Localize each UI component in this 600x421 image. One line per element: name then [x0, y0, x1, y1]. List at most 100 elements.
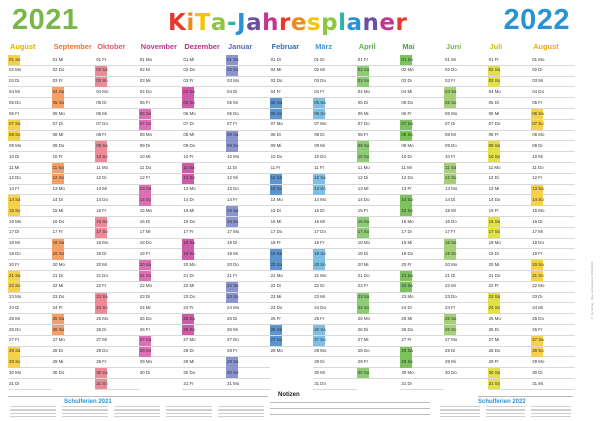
day-cell[interactable]: 22 So — [8, 281, 52, 293]
day-cell[interactable]: 10 Mi — [138, 152, 183, 163]
day-cell[interactable]: 05 So — [51, 98, 96, 109]
day-cell[interactable]: 01 Mo — [138, 55, 183, 66]
day-cell[interactable]: 20 Mo — [182, 260, 226, 271]
day-cell[interactable]: 20 Mi — [356, 260, 401, 271]
day-cell[interactable]: 08 Di — [269, 131, 314, 142]
day-cell[interactable]: 14 Di — [182, 195, 226, 207]
day-cell[interactable]: 29 So — [400, 357, 444, 369]
day-cell[interactable]: 19 Mi — [226, 249, 270, 261]
day-cell[interactable]: 15 So — [400, 206, 444, 217]
day-cell[interactable]: 28 Do — [487, 347, 532, 358]
day-cell[interactable]: 13 Mi — [356, 185, 401, 196]
day-cell[interactable]: 18 Mo — [95, 239, 139, 250]
day-cell[interactable]: 25 Do — [138, 314, 183, 325]
day-cell[interactable]: 02 So — [226, 65, 270, 77]
day-cell[interactable]: 30 Sa — [95, 368, 139, 379]
day-cell[interactable]: 12 So — [444, 173, 488, 185]
day-cell[interactable]: 26 Mi — [226, 325, 270, 336]
day-cell[interactable]: 12 Di — [487, 174, 532, 185]
day-cell[interactable]: 09 Do — [182, 141, 226, 153]
day-cell[interactable]: 12 Do — [8, 174, 52, 185]
day-cell[interactable]: 16 Mi — [313, 217, 357, 228]
day-cell[interactable]: 09 Mi — [269, 141, 314, 153]
day-cell[interactable]: 13 Fr — [8, 185, 52, 196]
day-cell[interactable]: 01 Di — [313, 55, 357, 66]
day-cell[interactable]: 13 So — [269, 184, 314, 196]
day-cell[interactable]: 04 Di — [226, 87, 270, 99]
day-cell[interactable]: 25 Fr — [313, 314, 357, 325]
day-cell[interactable]: 10 So — [487, 152, 532, 163]
day-cell[interactable]: 24 Do — [269, 303, 314, 315]
day-cell[interactable]: 08 Mi — [51, 131, 96, 142]
day-cell[interactable]: 15 Di — [313, 206, 357, 217]
day-cell[interactable]: 02 Do — [51, 66, 96, 77]
notes-line-1[interactable] — [270, 402, 430, 403]
day-cell[interactable]: 25 Mo — [356, 314, 401, 325]
day-cell[interactable]: 27 Mi — [487, 336, 532, 347]
day-cell[interactable]: 24 Di — [400, 303, 444, 315]
day-cell[interactable]: 12 Di — [95, 174, 139, 185]
day-cell[interactable]: 10 So — [356, 152, 401, 163]
day-cell[interactable]: 19 Do — [8, 249, 52, 261]
day-cell[interactable]: 18 Fr — [313, 239, 357, 250]
day-cell[interactable]: 22 Fr — [487, 282, 532, 293]
day-cell[interactable]: 08 Mi — [444, 131, 488, 142]
day-cell[interactable]: 20 Mo — [444, 260, 488, 271]
day-cell[interactable]: 18 Mi — [400, 239, 444, 250]
day-cell[interactable]: 02 Sa — [356, 65, 401, 77]
day-cell[interactable]: 14 So — [531, 195, 575, 207]
day-cell[interactable]: 10 So — [95, 152, 139, 163]
day-cell[interactable]: 22 Mo — [138, 282, 183, 293]
day-cell[interactable]: 12 Fr — [531, 174, 575, 185]
day-cell[interactable]: 26 Fr — [531, 325, 575, 336]
day-cell[interactable]: 29 Sa — [226, 357, 270, 369]
day-cell[interactable]: 05 So — [182, 98, 226, 109]
day-cell[interactable]: 14 Di — [444, 195, 488, 207]
day-cell[interactable]: 26 Di — [356, 325, 401, 336]
day-cell[interactable]: 11 Fr — [313, 163, 357, 174]
day-cell[interactable]: 13 Sa — [138, 184, 183, 196]
day-cell[interactable]: 05 Di — [487, 98, 532, 109]
day-cell[interactable]: 11 Mi — [400, 163, 444, 174]
day-cell[interactable]: 09 Do — [51, 141, 96, 153]
day-cell[interactable]: 15 Di — [269, 206, 314, 217]
day-cell[interactable]: 18 Sa — [51, 238, 96, 250]
day-cell[interactable]: 20 Mi — [95, 260, 139, 271]
day-cell[interactable]: 27 Sa — [138, 335, 183, 347]
day-cell[interactable]: 12 Mi — [226, 174, 270, 185]
day-cell[interactable]: 16 Mo — [400, 217, 444, 228]
day-cell[interactable]: 17 So — [95, 227, 139, 239]
day-cell[interactable]: 21 Di — [182, 271, 226, 282]
day-cell[interactable]: 16 Do — [51, 217, 96, 228]
day-cell[interactable]: 07 Sa — [400, 119, 444, 131]
day-cell[interactable]: 23 Di — [138, 293, 183, 304]
day-cell[interactable]: 06 Mi — [487, 109, 532, 120]
day-cell[interactable]: 10 Di — [400, 152, 444, 163]
day-cell[interactable]: 21 Sa — [400, 271, 444, 282]
day-cell[interactable]: 30 Do — [182, 368, 226, 379]
day-cell[interactable]: 27 Mo — [182, 336, 226, 347]
day-cell[interactable]: 15 Mo — [531, 206, 575, 217]
day-cell[interactable]: 09 Sa — [95, 141, 139, 153]
day-cell[interactable]: 05 Do — [400, 98, 444, 109]
day-cell[interactable]: 18 Do — [531, 239, 575, 250]
day-cell[interactable]: 03 Mi — [531, 77, 575, 88]
day-cell[interactable]: 10 Mi — [531, 152, 575, 163]
day-cell[interactable]: 28 Do — [95, 347, 139, 358]
day-cell[interactable]: 23 Do — [51, 293, 96, 304]
day-cell[interactable]: 19 Di — [487, 249, 532, 261]
day-cell[interactable]: 27 Do — [226, 336, 270, 347]
day-cell[interactable]: 07 Mo — [269, 120, 314, 131]
day-cell[interactable]: 24 Mo — [226, 303, 270, 315]
day-cell[interactable]: 29 Mo — [531, 357, 575, 369]
day-cell[interactable]: 25 Mi — [400, 314, 444, 325]
day-cell[interactable]: 04 Mi — [8, 87, 52, 99]
day-cell[interactable]: 19 So — [51, 249, 96, 261]
day-cell[interactable]: 03 So — [356, 76, 401, 88]
day-cell[interactable]: 24 Do — [313, 303, 357, 315]
day-cell[interactable]: 23 So — [226, 292, 270, 304]
day-cell[interactable]: 20 Sa — [138, 260, 183, 271]
day-cell[interactable]: 20 Mi — [487, 260, 532, 271]
day-cell[interactable]: 31 Do — [313, 379, 357, 390]
day-cell[interactable]: 06 Fr — [400, 109, 444, 120]
